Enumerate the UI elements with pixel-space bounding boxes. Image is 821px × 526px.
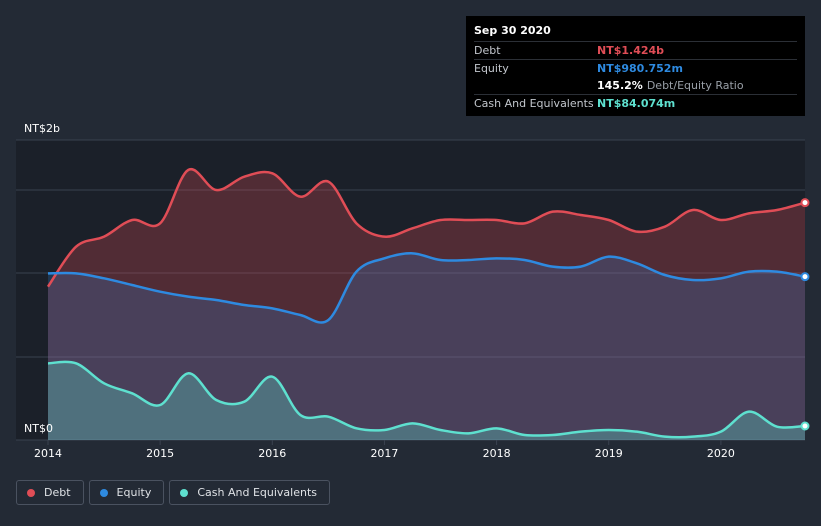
equity-end-marker — [800, 272, 810, 282]
tooltip-row-ratio: 145.2% Debt/Equity Ratio — [474, 77, 797, 94]
series-lines — [46, 167, 806, 439]
series-areas — [48, 169, 805, 441]
x-tick-label: 2020 — [707, 447, 735, 460]
debt-dot-icon — [27, 488, 35, 497]
cash-dot-icon — [180, 488, 189, 497]
data-tooltip: Sep 30 2020 Debt NT$1.424b Equity NT$980… — [466, 16, 805, 116]
tooltip-cash-label: Cash And Equivalents — [474, 97, 594, 110]
x-tick-label: 2014 — [34, 447, 62, 460]
cash-area — [48, 361, 805, 440]
x-tick-label: 2017 — [370, 447, 398, 460]
debt-area — [48, 169, 805, 441]
debt-end-marker — [800, 198, 810, 208]
tooltip-date: Sep 30 2020 — [474, 24, 551, 37]
legend-cash-label: Cash And Equivalents — [197, 486, 317, 499]
tooltip-debt-label: Debt — [474, 44, 501, 57]
tooltip-ratio-value: 145.2% — [597, 79, 643, 92]
legend-item-cash[interactable]: Cash And Equivalents — [169, 480, 330, 505]
cash-end-marker — [800, 421, 810, 431]
series-end-markers — [800, 198, 810, 431]
equity-dot-icon — [99, 488, 108, 497]
debt-line — [46, 167, 806, 288]
x-tick-label: 2015 — [146, 447, 174, 460]
tooltip-row-debt: Debt NT$1.424b — [474, 41, 797, 59]
tooltip-debt-value: NT$1.424b — [597, 44, 665, 57]
gridlines — [16, 139, 805, 441]
legend-equity-label: Equity — [116, 486, 152, 499]
tooltip-equity-label: Equity — [474, 62, 509, 75]
tooltip-row-equity: Equity NT$980.752m — [474, 59, 797, 77]
tooltip-ratio-label: Debt/Equity Ratio — [646, 79, 744, 92]
legend-debt-label: Debt — [44, 486, 71, 499]
y-axis-top-label: NT$2b — [24, 122, 60, 135]
x-axis-ticks: 2014 2015 2016 2017 2018 2019 2020 — [34, 440, 735, 460]
legend-item-debt[interactable]: Debt — [16, 480, 84, 505]
tooltip-equity-value: NT$980.752m — [597, 62, 683, 75]
chart-legend: Debt Equity Cash And Equivalents — [16, 480, 330, 505]
tooltip-cash-value: NT$84.074m — [597, 97, 676, 110]
equity-line — [47, 252, 806, 324]
legend-item-equity[interactable]: Equity — [88, 480, 165, 505]
y-axis-bottom-label: NT$0 — [24, 422, 53, 435]
x-tick-label: 2019 — [595, 447, 623, 460]
x-tick-label: 2018 — [483, 447, 511, 460]
cash-line — [47, 360, 806, 439]
equity-area — [48, 253, 805, 440]
tooltip-row-cash: Cash And Equivalents NT$84.074m — [474, 94, 797, 112]
x-tick-label: 2016 — [258, 447, 286, 460]
